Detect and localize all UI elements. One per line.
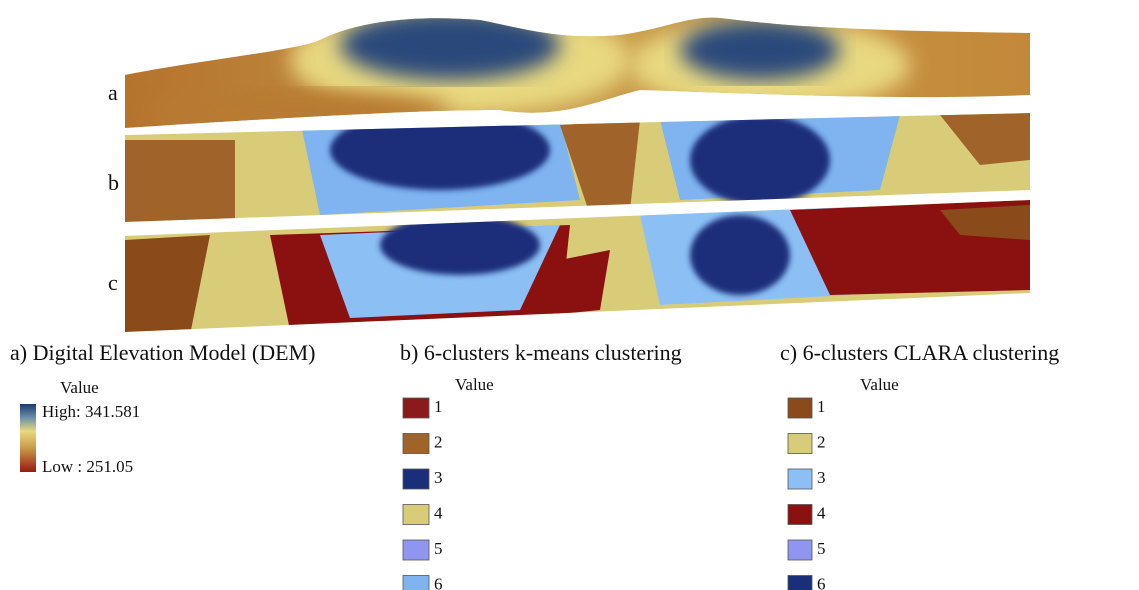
- legend-swatch: [788, 434, 812, 454]
- legend-swatch: [403, 505, 429, 525]
- legend-label: 2: [817, 432, 826, 451]
- legend-label: 3: [817, 468, 826, 487]
- legend-swatch: [788, 469, 812, 489]
- legend-label: 4: [817, 503, 826, 522]
- legend-label: 1: [817, 397, 826, 416]
- legend-label: 2: [434, 432, 443, 451]
- legend-swatch: [788, 576, 812, 590]
- figure: a b c a) Digital Elevation Model (DEM) b…: [0, 0, 1139, 590]
- legend-title: Value: [60, 378, 99, 397]
- legend-swatch: [788, 398, 812, 418]
- caption: c) 6-clusters CLARA clustering: [780, 340, 1059, 365]
- legend-title: Value: [860, 375, 899, 394]
- caption: a) Digital Elevation Model (DEM): [10, 340, 315, 365]
- legend-swatch: [788, 505, 812, 525]
- legend-label: 6: [817, 574, 826, 590]
- panel-label: a: [108, 80, 118, 105]
- panel-label: b: [108, 170, 119, 195]
- legend-swatch: [403, 434, 429, 454]
- legend-high: High: 341.581: [42, 402, 140, 421]
- legend-swatch: [403, 398, 429, 418]
- legend-swatch: [403, 540, 429, 560]
- legend-swatch: [403, 469, 429, 489]
- legend-low: Low : 251.05: [42, 457, 133, 476]
- panel-label: c: [108, 270, 118, 295]
- legend-label: 5: [817, 539, 826, 558]
- caption: b) 6-clusters k-means clustering: [400, 340, 682, 365]
- legend-swatch: [403, 576, 429, 590]
- color-ramp: [20, 404, 36, 472]
- dem-panel: [125, 5, 1030, 135]
- legend-label: 1: [434, 397, 443, 416]
- legend-label: 6: [434, 574, 443, 590]
- legend-label: 3: [434, 468, 443, 487]
- legend-swatch: [788, 540, 812, 560]
- legend-label: 4: [434, 503, 443, 522]
- legend-title: Value: [455, 375, 494, 394]
- legend-label: 5: [434, 539, 443, 558]
